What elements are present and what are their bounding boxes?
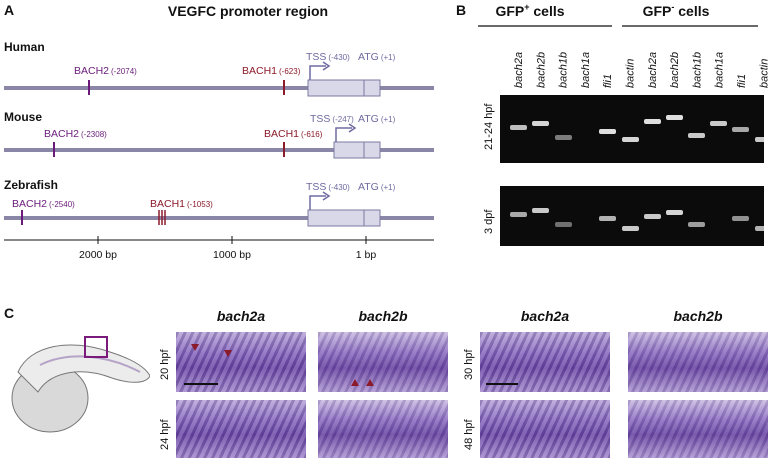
- embryo-schematic: [11, 336, 150, 433]
- row-label-20hpf: 20 hpf: [159, 348, 171, 380]
- stain-image-6: [480, 400, 610, 458]
- stain-image-5: [318, 400, 448, 458]
- group-gfp-neg: GFP- cells: [643, 2, 710, 19]
- embryo-body: [17, 344, 150, 393]
- lane-label-7: bach2b: [669, 52, 681, 88]
- species-human: Human: [4, 40, 45, 54]
- lane-label-11: bactin: [758, 59, 770, 88]
- gene-box-zebrafish: [307, 209, 381, 227]
- row-label-1: 3 dpf: [483, 209, 495, 234]
- gel-band-3dpf-0: [510, 212, 527, 217]
- panel-label-b: B: [456, 2, 467, 18]
- tss-arrow-zebrafish: [309, 195, 326, 210]
- tss-label-mouse: TSS (-247): [310, 113, 354, 125]
- lane-label-2: bach1b: [558, 52, 570, 88]
- species-zebrafish: Zebrafish: [4, 178, 58, 192]
- row-label-24hpf: 24 hpf: [159, 418, 171, 450]
- tss-arrowhead-mouse: [348, 123, 357, 133]
- gel-band-3dpf-2: [555, 222, 572, 227]
- tss-label-zebrafish: TSS (-430): [306, 181, 350, 193]
- gel-band-3dpf-1: [532, 208, 549, 213]
- atg-label-mouse: ATG (+1): [358, 113, 396, 125]
- gel-band-3dpf-5: [622, 226, 639, 231]
- stain-image-3: [628, 332, 768, 392]
- gel-21-24hpf: [500, 95, 772, 163]
- gel-band-7: [666, 115, 683, 120]
- bach1-label-mouse: BACH1 (-616): [264, 128, 323, 140]
- gel-band-3dpf-11: [755, 226, 772, 231]
- bach1-sites-zebrafish: [158, 210, 166, 225]
- stain-image-7: [628, 400, 768, 458]
- stain-image-1: [318, 332, 448, 392]
- bach2-label-zebrafish: BACH2 (-2540): [12, 198, 75, 210]
- gel-band-8: [688, 133, 705, 138]
- gel-band-3dpf-7: [666, 210, 683, 215]
- gel-band-0: [510, 125, 527, 130]
- scale-label-2000: 2000 bp: [79, 249, 117, 261]
- promoter-line-human: [4, 86, 434, 90]
- gel-band-11: [755, 137, 772, 142]
- gel-band-5: [622, 137, 639, 142]
- tss-arrow-mouse: [335, 127, 352, 142]
- tss-arrow-human: [309, 65, 326, 80]
- gene-box-mouse: [333, 141, 381, 159]
- lane-label-9: bach1a: [714, 52, 726, 88]
- tss-arrowhead-human: [322, 61, 331, 71]
- row-label-30hpf: 30 hpf: [463, 348, 475, 380]
- gel-band-4: [599, 129, 616, 134]
- lane-label-0: bach2a: [513, 52, 525, 88]
- gene-box-human: [307, 79, 381, 97]
- promoter-diagram: VEGFC promoter region Human BACH2 (-2074)…: [4, 3, 434, 261]
- scale-label-1: 1 bp: [356, 249, 377, 261]
- row-label-48hpf: 48 hpf: [463, 418, 475, 450]
- stain-image-0: [176, 332, 306, 392]
- species-mouse: Mouse: [4, 110, 42, 124]
- gel-3dpf: [500, 186, 772, 246]
- gel-band-2: [555, 135, 572, 140]
- gel-band-9: [710, 121, 727, 126]
- lane-label-1: bach2b: [535, 52, 547, 88]
- lane-label-6: bach2a: [647, 52, 659, 88]
- gel-band-3dpf-4: [599, 216, 616, 221]
- col-header-0: bach2a: [216, 308, 266, 324]
- tss-label-human: TSS (-430): [306, 51, 350, 63]
- lane-label-8: bach1b: [691, 52, 703, 88]
- gel-band-3dpf-10: [732, 216, 749, 221]
- col-header-2: bach2a: [520, 308, 570, 324]
- gel-band-1: [532, 121, 549, 126]
- stain-image-2: [480, 332, 610, 392]
- gel-band-3dpf-8: [688, 222, 705, 227]
- scale-label-1000: 1000 bp: [213, 249, 251, 261]
- gel-band-10: [732, 127, 749, 132]
- promoter-line-zebrafish: [4, 216, 434, 220]
- col-header-1: bach2b: [358, 308, 408, 324]
- promoter-line-mouse: [4, 148, 434, 152]
- lane-label-3: bach1a: [580, 52, 592, 88]
- gel-band-3dpf-6: [644, 214, 661, 219]
- group-gfp-pos: GFP+ cells: [495, 2, 564, 19]
- promoter-title: VEGFC promoter region: [168, 3, 328, 19]
- panel-label-a: A: [4, 2, 15, 18]
- bach2-label-human: BACH2 (-2074): [74, 65, 137, 77]
- lane-label-10: fli1: [736, 74, 748, 88]
- atg-label-human: ATG (+1): [358, 51, 396, 63]
- stain-image-4: [176, 400, 306, 458]
- panel-label-c: C: [4, 305, 15, 321]
- bach2-label-mouse: BACH2 (-2308): [44, 128, 107, 140]
- lane-label-4: fli1: [602, 74, 614, 88]
- bach1-label-zebrafish: BACH1 (-1053): [150, 198, 213, 210]
- atg-label-zebrafish: ATG (+1): [358, 181, 396, 193]
- col-header-3: bach2b: [673, 308, 723, 324]
- row-label-0: 21-24 hpf: [483, 103, 495, 150]
- lane-label-5: bactin: [625, 59, 637, 88]
- gel-band-6: [644, 119, 661, 124]
- tss-arrowhead-zebrafish: [322, 191, 331, 201]
- bach1-label-human: BACH1 (-623): [242, 65, 301, 77]
- region-box: [84, 336, 108, 358]
